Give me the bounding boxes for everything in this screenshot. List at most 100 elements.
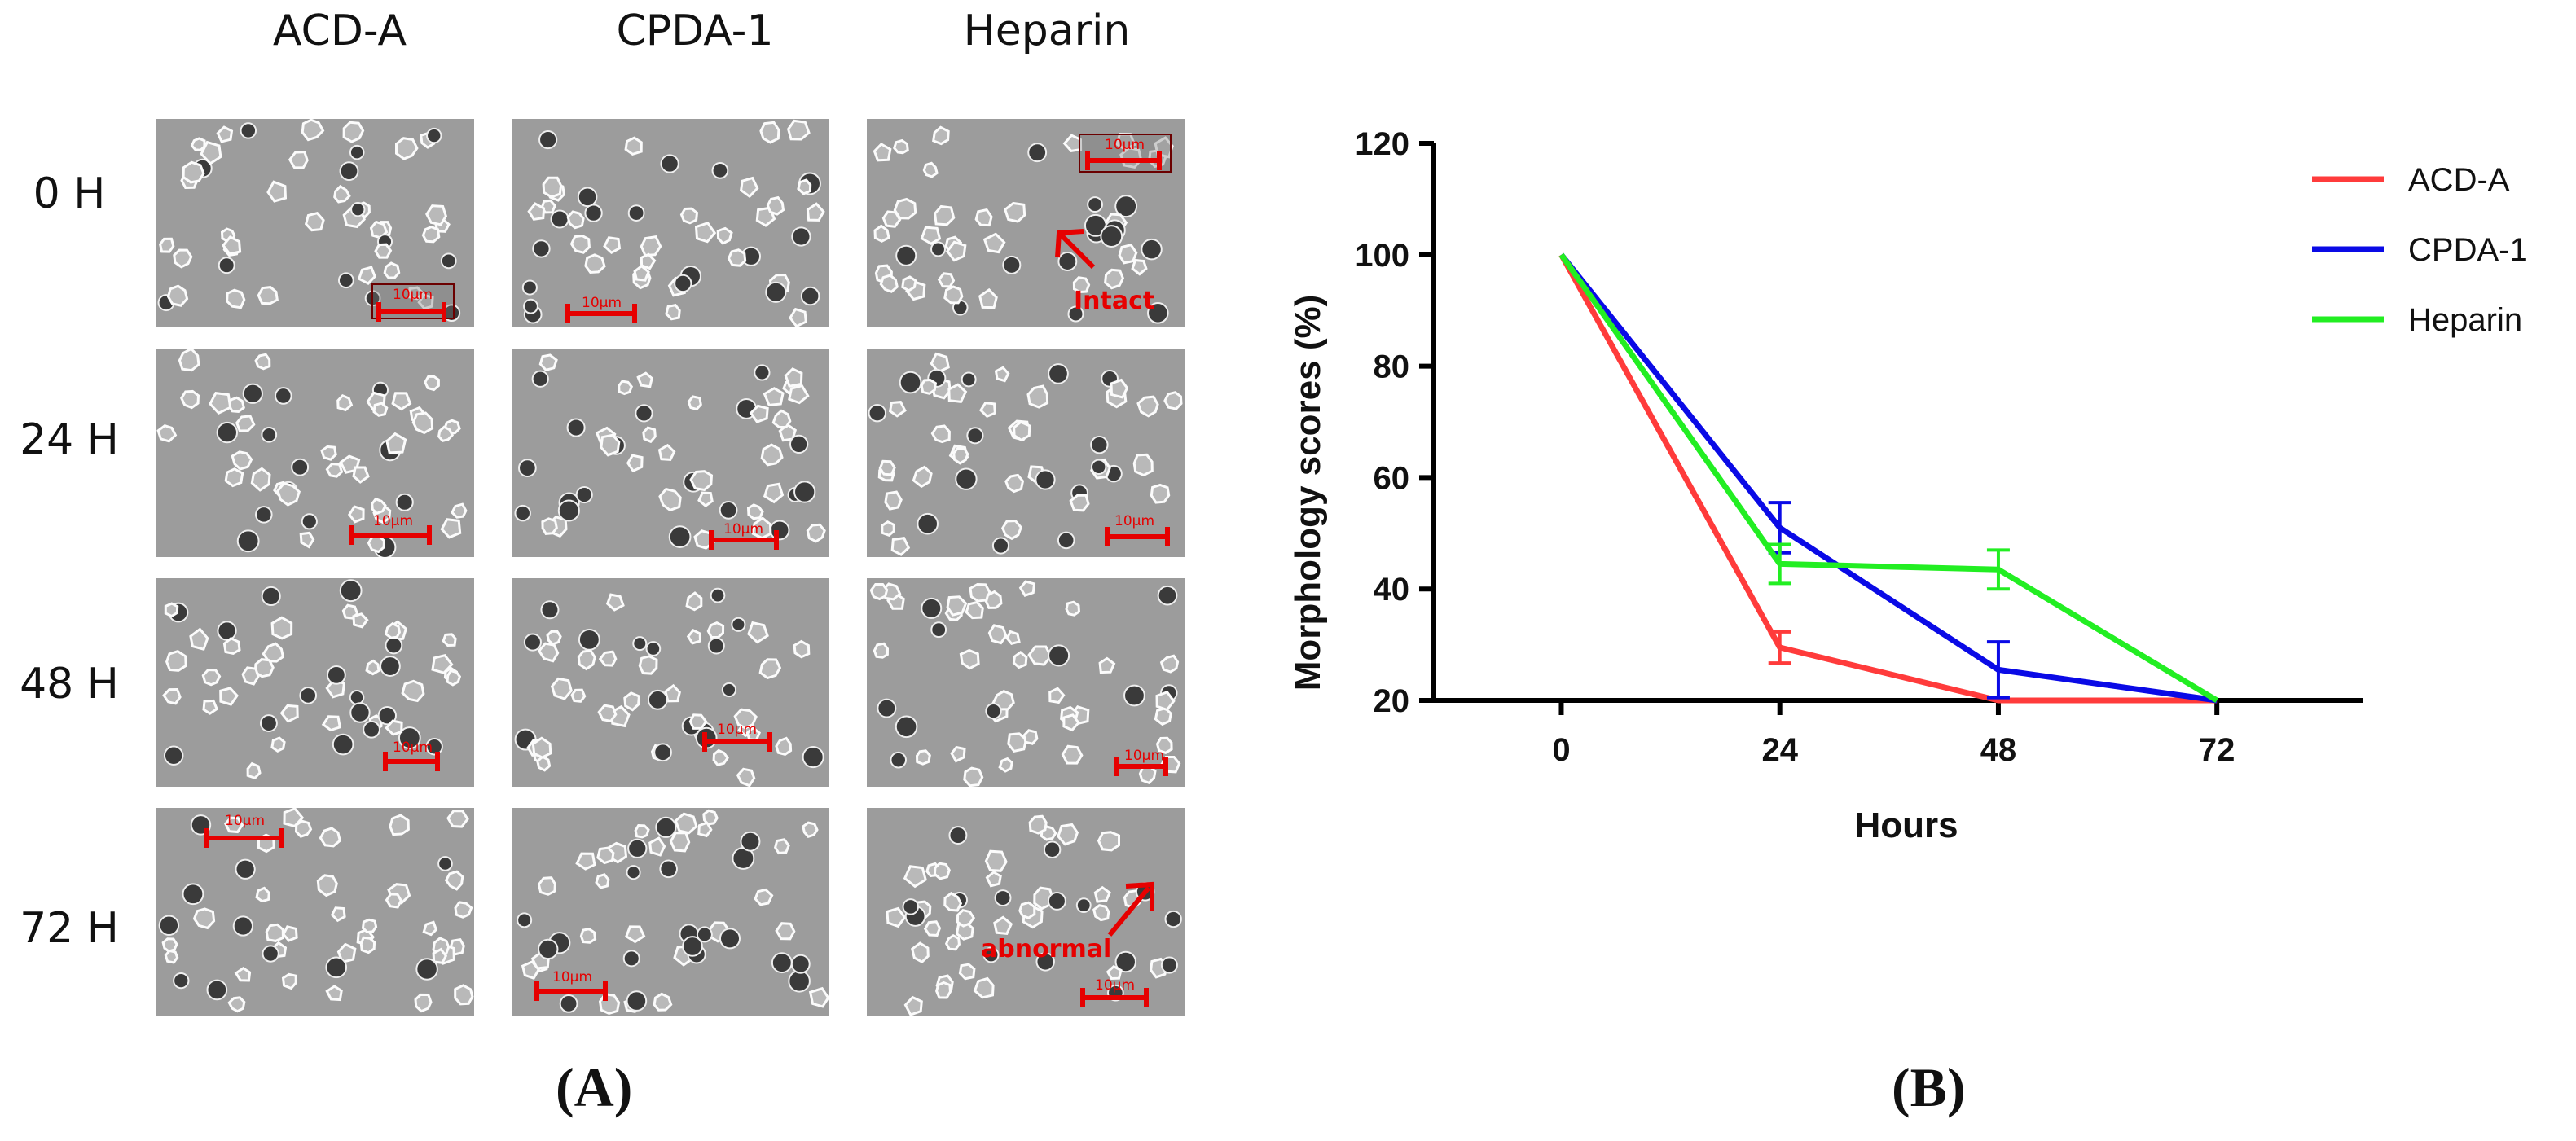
blood-cell: [232, 915, 253, 937]
blood-cell: [626, 865, 641, 880]
cell-texture: [156, 808, 474, 1016]
blood-cell: [422, 920, 438, 937]
blood-cell: [674, 274, 692, 293]
blood-cell: [1043, 840, 1062, 858]
micrograph-heparin-0h: [867, 119, 1185, 327]
legend-label: Heparin: [2408, 302, 2522, 338]
blood-cell: [638, 655, 658, 675]
blood-cell: [749, 404, 769, 423]
blood-cell: [1005, 630, 1021, 645]
blood-cell: [1048, 363, 1069, 384]
blood-cell: [255, 886, 270, 903]
blood-cell: [299, 531, 315, 549]
blood-cell: [806, 523, 826, 543]
blood-cell: [246, 761, 262, 780]
blood-cell: [751, 516, 772, 540]
blood-cell: [325, 678, 346, 699]
blood-cell: [1048, 644, 1070, 667]
blood-cell: [200, 140, 222, 165]
blood-cell: [1155, 736, 1173, 754]
blood-cell: [969, 582, 991, 603]
scale-box: [1079, 134, 1172, 173]
blood-cell: [234, 966, 252, 982]
blood-cell: [270, 616, 293, 640]
blood-cell: [250, 467, 271, 492]
blood-cell: [598, 650, 618, 667]
blood-cell: [791, 226, 811, 247]
blood-cell: [365, 659, 380, 676]
blood-cell: [218, 257, 235, 274]
blood-cell: [255, 506, 273, 524]
blood-cell: [786, 119, 811, 141]
blood-cell: [668, 525, 692, 548]
cell-texture: [156, 578, 474, 787]
blood-cell: [808, 986, 829, 1008]
blood-cell: [603, 236, 622, 255]
blood-cell: [235, 858, 256, 880]
blood-cell: [873, 642, 890, 659]
blood-cell: [288, 151, 309, 169]
blood-cell: [674, 812, 698, 835]
blood-cell: [226, 288, 246, 309]
blood-cell: [696, 926, 713, 943]
blood-cell: [566, 418, 586, 437]
blood-cell: [266, 180, 288, 203]
blood-cell: [1118, 243, 1138, 265]
micrograph-cpda-1-48h: [512, 578, 829, 787]
blood-cell: [182, 883, 204, 906]
scale-bar-label: 10μm: [1105, 137, 1145, 153]
blood-cell: [325, 956, 348, 979]
blood-cell: [917, 512, 939, 535]
blood-cell: [998, 757, 1013, 773]
blood-cell: [994, 889, 1012, 906]
scale-bar-label: 10μm: [225, 813, 266, 829]
blood-cell: [600, 433, 621, 457]
blood-cell: [877, 698, 897, 718]
blood-cell: [712, 748, 729, 766]
blood-cell: [633, 264, 650, 282]
blood-cell: [974, 208, 993, 227]
blood-cell: [1062, 713, 1080, 732]
blood-cell: [532, 239, 551, 258]
blood-cell: [162, 687, 182, 705]
blood-cell: [262, 945, 279, 963]
blood-cell: [395, 137, 419, 160]
blood-cell: [1065, 600, 1081, 617]
blood-cell: [514, 504, 531, 522]
blood-cell: [415, 958, 438, 981]
blood-cell: [697, 491, 714, 507]
blood-cell: [1004, 201, 1026, 223]
scale-bar-label: 10μm: [723, 521, 764, 538]
scale-bar-label: 10μm: [552, 969, 593, 985]
blood-cell: [231, 450, 253, 471]
blood-cell: [1027, 645, 1053, 666]
blood-cell: [921, 597, 943, 619]
blood-cell: [426, 127, 442, 144]
y-tick-label: 20: [1374, 683, 1410, 719]
blood-cell: [984, 590, 1003, 609]
blood-cell: [766, 195, 785, 216]
blood-cell: [771, 409, 792, 429]
cell-texture: [867, 578, 1185, 787]
blood-cell: [982, 946, 1000, 963]
blood-cell: [1136, 395, 1159, 418]
blood-cell: [797, 178, 812, 195]
blood-cell: [1154, 706, 1172, 726]
blood-cell: [682, 936, 703, 957]
micrograph-heparin-48h: [867, 578, 1185, 787]
blood-cell: [747, 621, 769, 644]
annotation-abnormal: abnormal: [981, 935, 1112, 963]
y-tick-label: 60: [1374, 460, 1410, 496]
cell-texture: [156, 349, 474, 557]
scale-bar: [204, 828, 284, 848]
blood-cell: [385, 636, 403, 655]
blood-cell: [337, 272, 354, 289]
blood-cell: [550, 677, 573, 700]
blood-cell: [227, 396, 245, 414]
scale-bar: [1105, 527, 1170, 546]
scale-bar: [1114, 757, 1168, 776]
blood-cell: [281, 972, 297, 990]
panel-label-b: (B): [1892, 1056, 1966, 1118]
blood-cell: [739, 176, 759, 199]
blood-cell: [383, 261, 401, 279]
